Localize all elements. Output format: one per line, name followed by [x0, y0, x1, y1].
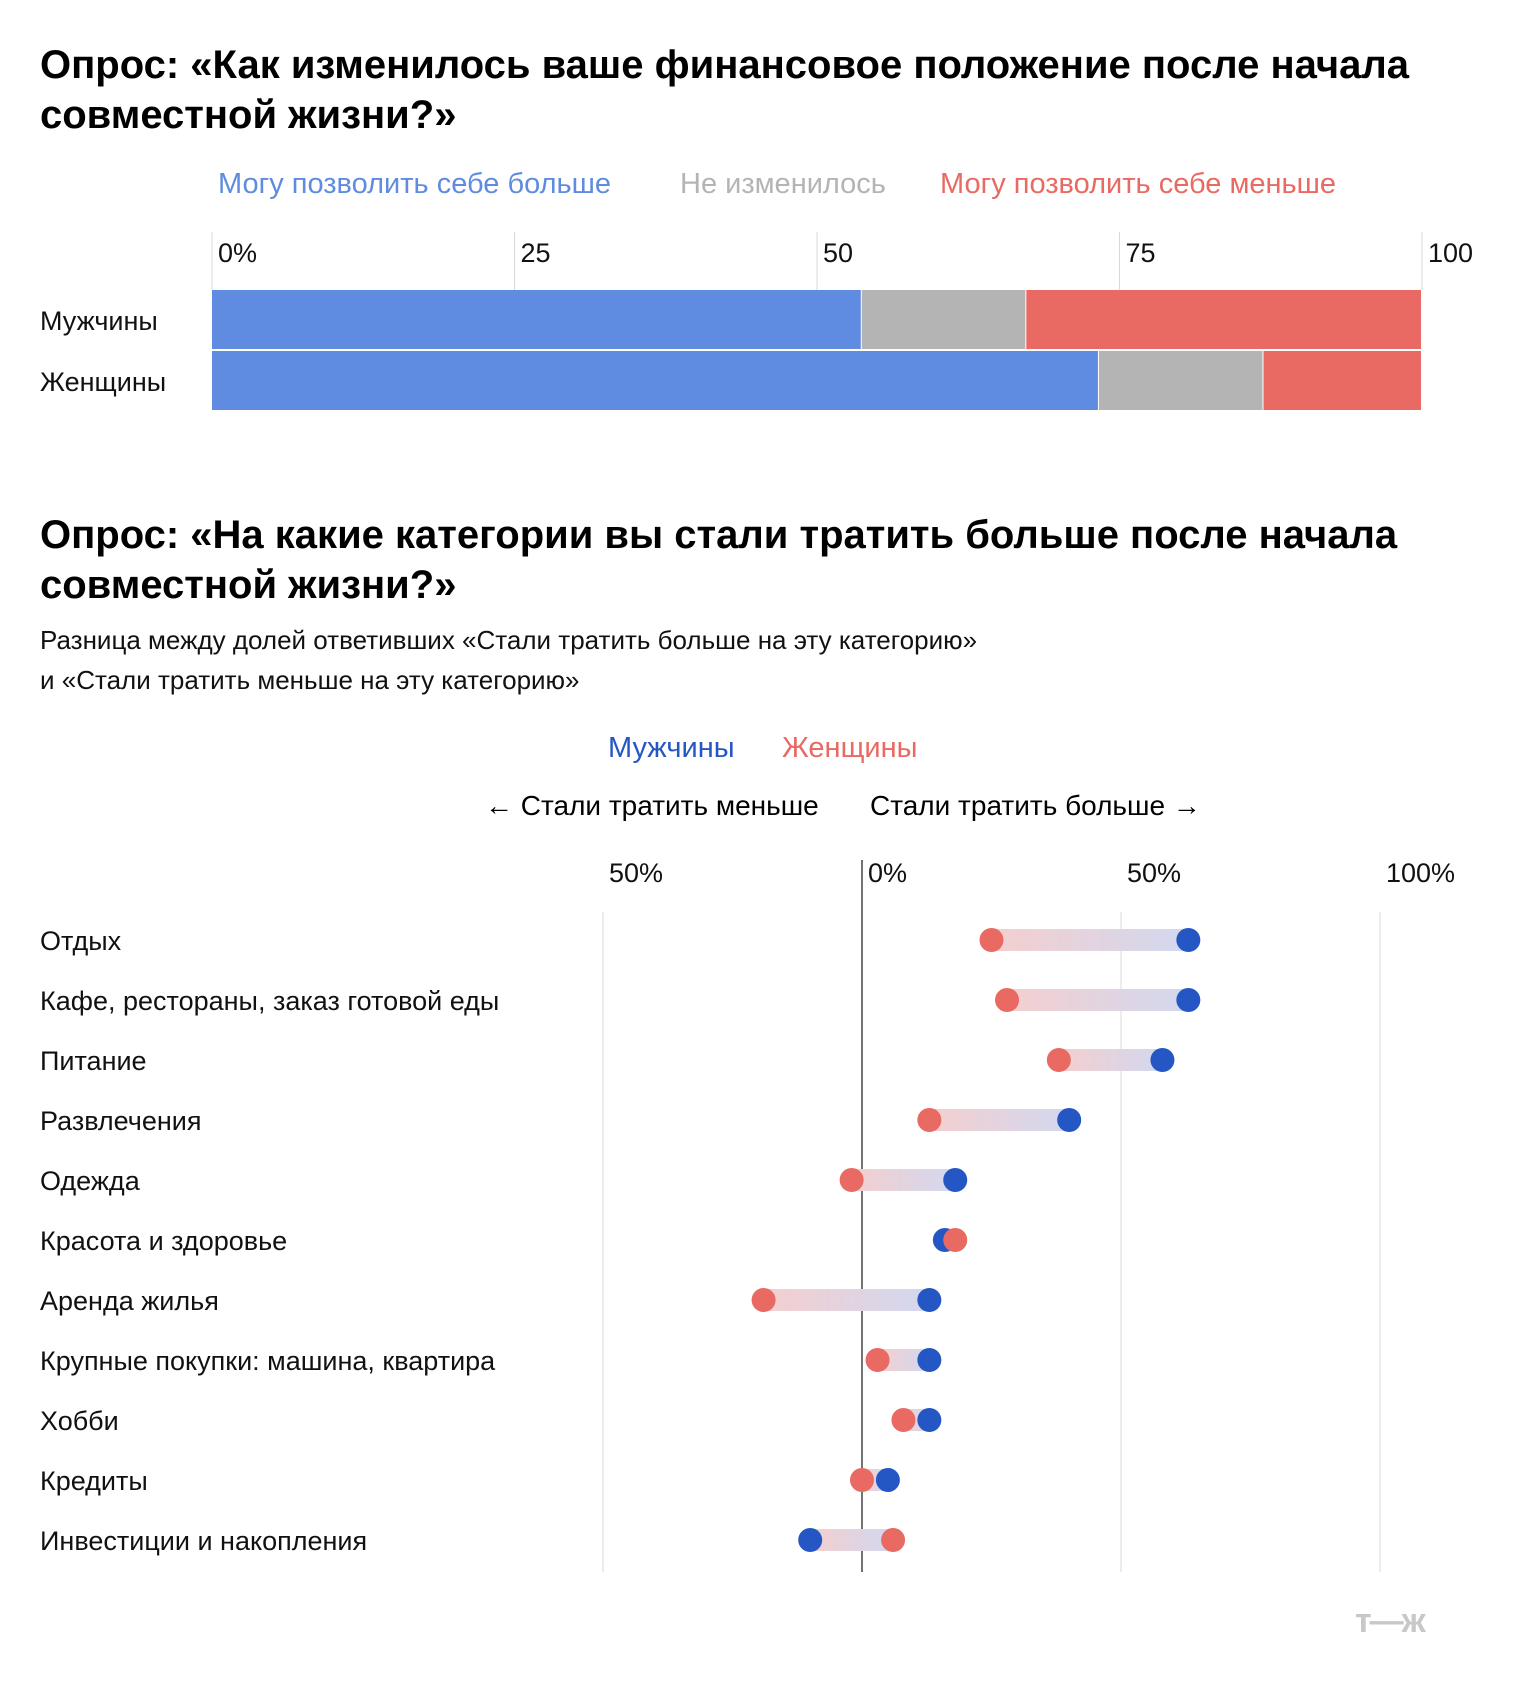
chart1-bar-segment	[212, 351, 1098, 410]
dot-women	[850, 1468, 874, 1492]
dot-women	[881, 1528, 906, 1552]
chart2-category-label: Питание	[40, 1046, 147, 1076]
legend-same: Не изменилось	[680, 168, 886, 200]
dot-women	[1046, 1048, 1071, 1072]
dot-women	[839, 1168, 864, 1192]
dot-women	[979, 928, 1004, 952]
tj-logo: т—ж	[1355, 1602, 1426, 1640]
chart1-tick-label: 75	[1126, 238, 1156, 268]
chart1-legend: Могу позволить себе больше Не изменилось…	[0, 168, 1520, 208]
chart1-tick-label: 25	[521, 238, 551, 268]
dumbbell-connector	[929, 1109, 1070, 1131]
chart2-category-label: Одежда	[40, 1166, 141, 1196]
dot-women	[917, 1108, 942, 1132]
chart1-bar-segment	[1263, 351, 1421, 410]
dot-men	[917, 1288, 942, 1312]
dot-men	[943, 1168, 968, 1192]
chart2-category-label: Хобби	[40, 1406, 119, 1436]
direction-right-label: Стали тратить больше →	[870, 790, 1201, 821]
chart2-category-label: Крупные покупки: машина, квартира	[40, 1346, 496, 1376]
chart1-bar-segment	[1098, 351, 1263, 410]
dumbbell-connector	[877, 1349, 930, 1371]
legend-less: Могу позволить себе меньше	[940, 168, 1337, 200]
chart1-category-label: Женщины	[40, 367, 166, 397]
dumbbell-connector	[851, 1169, 956, 1191]
dot-men	[875, 1468, 900, 1492]
subtitle-line-2: и «Стали тратить меньше на эту категорию…	[40, 665, 580, 695]
chart2-legend: Мужчины Женщины	[0, 732, 1520, 772]
dumbbell-connector	[763, 1289, 930, 1311]
chart2-category-label: Кафе, рестораны, заказ готовой еды	[40, 986, 499, 1016]
chart2-category-label: Кредиты	[40, 1466, 148, 1496]
chart2-subtitle: Разница между долей ответивших «Стали тр…	[40, 620, 1480, 700]
dot-men	[1176, 988, 1201, 1012]
chart2-category-label: Аренда жилья	[40, 1286, 219, 1316]
dot-men	[1150, 1048, 1175, 1072]
dumbbell-connector	[1007, 989, 1189, 1011]
dot-men	[1057, 1108, 1082, 1132]
subtitle-line-1: Разница между долей ответивших «Стали тр…	[40, 625, 978, 655]
chart2-category-label: Отдых	[40, 926, 122, 956]
chart1-category-label: Мужчины	[40, 306, 158, 336]
chart2-category-label: Инвестиции и накопления	[40, 1526, 367, 1556]
chart2-tick-label: 50%	[609, 858, 663, 888]
chart2-title: Опрос: «На какие категории вы стали трат…	[40, 513, 1398, 607]
dot-men	[917, 1348, 942, 1372]
chart1-tick-label: 50	[823, 238, 853, 268]
dumbbell-connector	[991, 929, 1189, 951]
chart1-bar-segment	[1026, 290, 1421, 349]
chart2-category-label: Развлечения	[40, 1106, 202, 1136]
legend-men: Мужчины	[608, 732, 735, 764]
legend-women: Женщины	[782, 732, 918, 764]
direction-left-label: ← Стали тратить меньше	[485, 790, 819, 821]
chart1-tick-label: 100	[1428, 238, 1473, 268]
chart1-plot: 0% 25 50 75 100 Мужчины Женщины	[40, 232, 1473, 410]
chart2-tick-label: 100%	[1386, 858, 1455, 888]
chart1-tick-label: 0%	[218, 238, 257, 268]
dot-women	[891, 1408, 916, 1432]
chart2-tick-label: 50%	[1127, 858, 1181, 888]
dumbbell-connector	[1058, 1049, 1163, 1071]
dot-men	[1176, 928, 1201, 952]
chart1-bar-segment	[861, 290, 1026, 349]
dot-women	[751, 1288, 776, 1312]
chart2-category-label: Красота и здоровье	[40, 1226, 287, 1256]
dot-women	[943, 1228, 968, 1252]
dot-women	[995, 988, 1020, 1012]
dot-women	[865, 1348, 890, 1372]
chart1-bar-segment	[212, 290, 861, 349]
legend-more: Могу позволить себе больше	[218, 168, 611, 200]
dot-men	[917, 1408, 942, 1432]
chart1-title: Опрос: «Как изменилось ваше финансовое п…	[40, 43, 1409, 137]
chart2-tick-label: 0%	[868, 858, 907, 888]
dot-men	[798, 1528, 823, 1552]
dumbbell-connector	[810, 1529, 894, 1551]
